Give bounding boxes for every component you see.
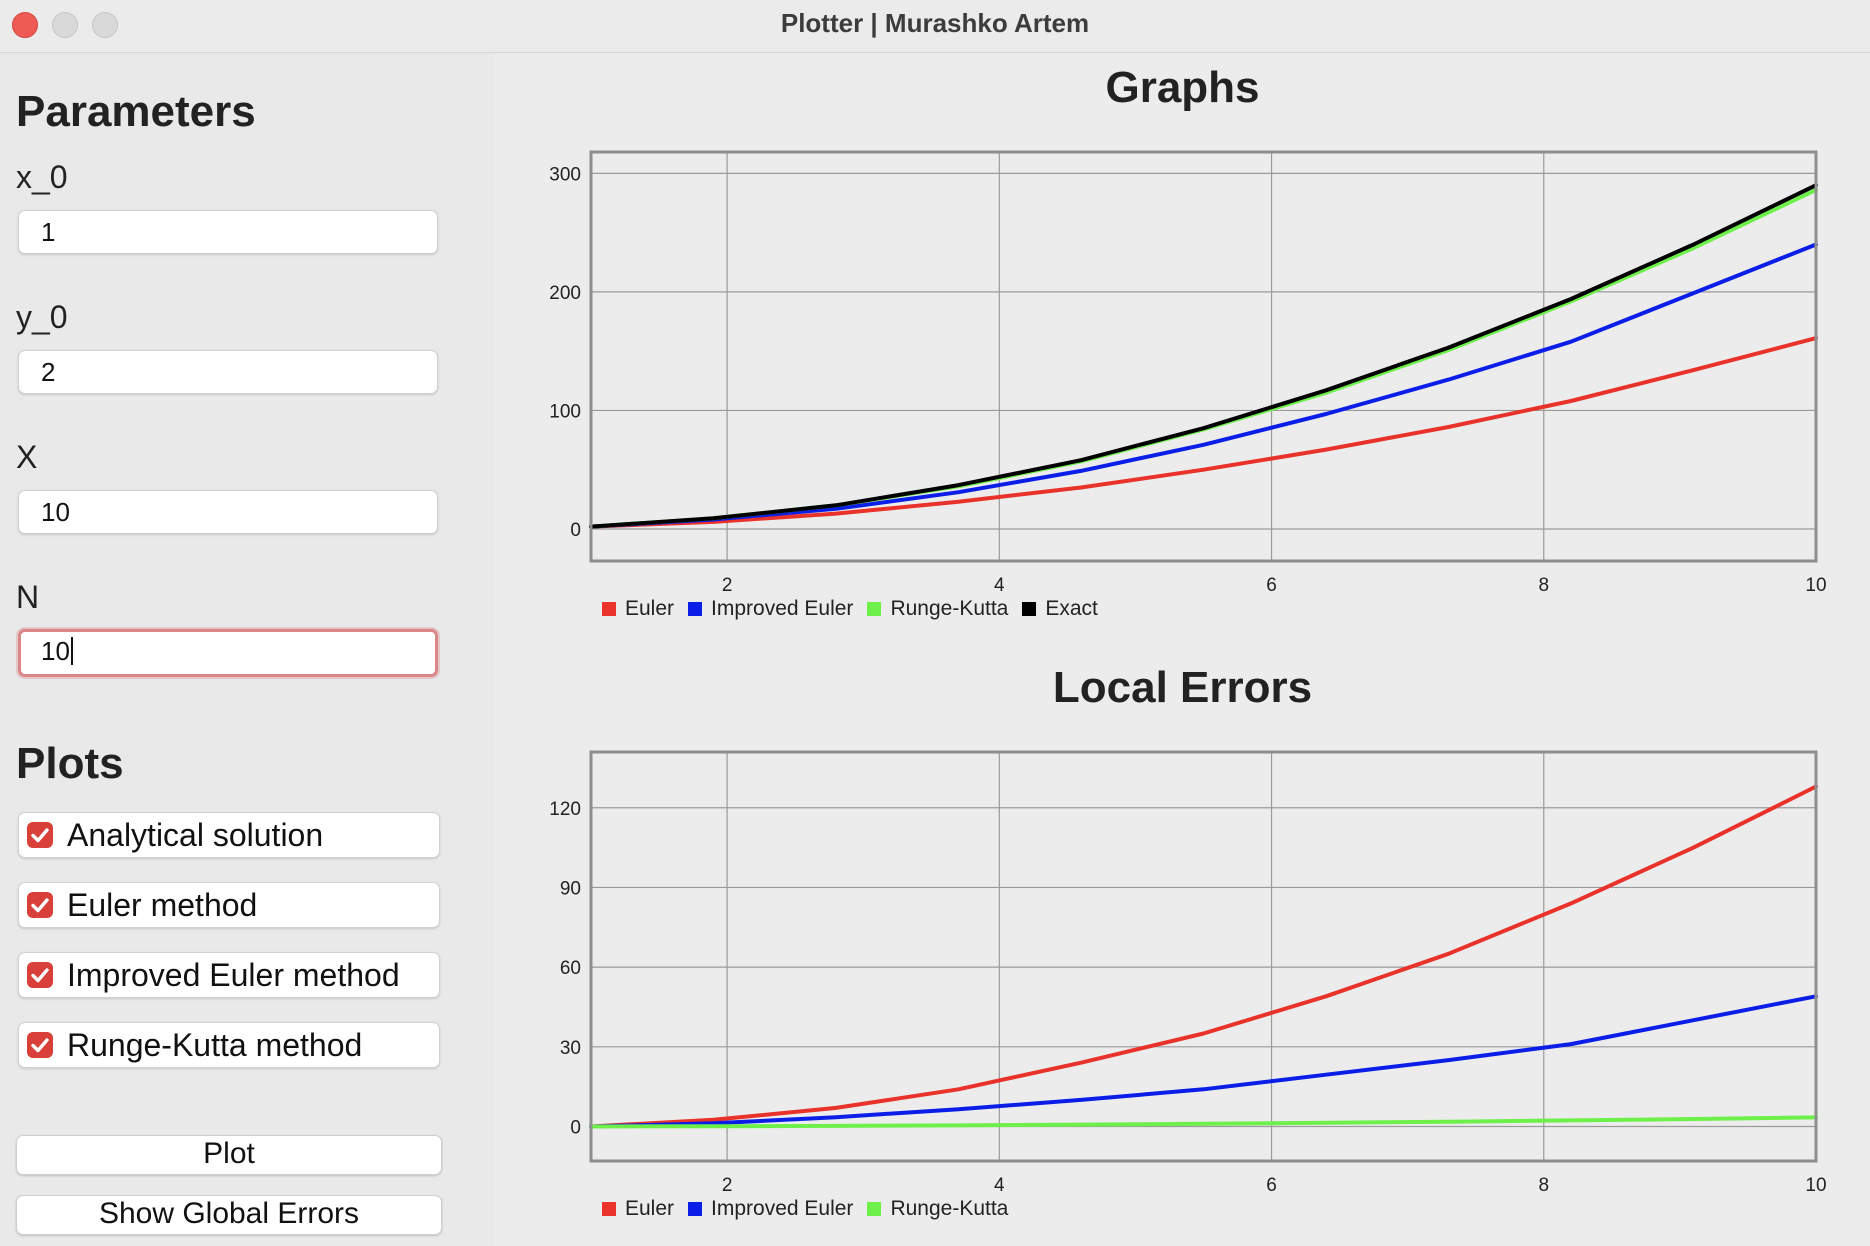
graphs-y-tick-label: 0 — [570, 520, 581, 541]
legend-swatch — [602, 602, 616, 616]
n-input-value: 10 — [41, 636, 70, 666]
legend-swatch — [688, 1202, 703, 1216]
graphs-plot-area — [591, 152, 1816, 561]
legend-swatch — [602, 1202, 616, 1216]
x0-input[interactable]: 1 — [18, 210, 438, 254]
local-errors-y-tick-label: 0 — [570, 1117, 581, 1138]
graphs-series-euler — [589, 336, 1818, 529]
plot-button[interactable]: Plot — [16, 1135, 442, 1175]
legend-label: Exact — [1045, 597, 1098, 620]
x0-label: x_0 — [16, 159, 68, 195]
local-errors-series-runge-kutta — [589, 1115, 1818, 1129]
checkbox-checked-icon — [27, 1032, 53, 1058]
graphs-plot-frame — [589, 150, 1818, 563]
local-errors-y-tick-label: 120 — [549, 799, 581, 820]
legend-label: Euler — [625, 1197, 675, 1220]
zoom-window-button[interactable] — [92, 12, 118, 38]
local-errors-x-tick-label: 4 — [994, 1175, 1005, 1196]
show-global-errors-button[interactable]: Show Global Errors — [16, 1195, 442, 1235]
n-label: N — [16, 579, 40, 615]
improved-euler-method-label: Improved Euler method — [67, 957, 400, 993]
local-errors-x-tick-label: 2 — [722, 1175, 733, 1196]
graphs-chart-title: Graphs — [1105, 63, 1260, 112]
graphs-series-exact — [589, 183, 1818, 529]
local-errors-chart-title: Local Errors — [1052, 663, 1313, 712]
n-input[interactable]: 10 — [18, 629, 438, 677]
legend-swatch — [867, 602, 882, 616]
graphs-x-tick-label: 4 — [994, 575, 1005, 596]
analytical-solution-checkbox[interactable]: Analytical solution — [18, 812, 440, 858]
graphs-legend-item-exact: Exact — [1022, 597, 1098, 621]
window-title: Plotter | Murashko Artem — [780, 8, 1090, 38]
local-errors-legend-item-euler: Euler — [602, 1197, 674, 1221]
analytical-solution-label: Analytical solution — [67, 817, 324, 853]
local-errors-legend-item-runge-kutta: Runge-Kutta — [867, 1197, 1008, 1221]
legend-swatch — [688, 602, 703, 616]
graphs-legend-item-runge-kutta: Runge-Kutta — [867, 597, 1008, 621]
graphs-x-tick-label: 8 — [1538, 575, 1549, 596]
local-errors-x-tick-label: 8 — [1538, 1175, 1549, 1196]
legend-label: Runge-Kutta — [890, 597, 1009, 620]
legend-label: Euler — [625, 597, 675, 620]
sidebar: Parameters x_0 1 y_0 2 X 10 N 10 Plots A… — [0, 53, 495, 1246]
graphs-x-tick-label: 10 — [1805, 575, 1826, 596]
legend-label: Improved Euler — [711, 597, 854, 620]
graphs-y-tick-label: 200 — [549, 283, 581, 304]
local-errors-legend: Euler Improved Euler Runge-Kutta — [602, 1197, 1022, 1221]
graphs-legend-item-euler: Euler — [602, 597, 674, 621]
checkbox-checked-icon — [27, 822, 53, 848]
x-end-label: X — [16, 439, 38, 475]
local-errors-x-tick-label: 10 — [1805, 1175, 1826, 1196]
euler-method-checkbox[interactable]: Euler method — [18, 882, 440, 928]
local-errors-plot-area — [591, 752, 1816, 1161]
title-bar: Plotter | Murashko Artem — [0, 0, 1870, 53]
graphs-x-tick-label: 6 — [1266, 575, 1277, 596]
local-errors-legend-item-improved-euler: Improved Euler — [688, 1197, 853, 1221]
text-caret — [70, 637, 73, 665]
legend-swatch — [867, 1202, 882, 1216]
parameters-heading: Parameters — [16, 87, 256, 136]
checkbox-checked-icon — [27, 962, 53, 988]
plots-heading: Plots — [16, 739, 124, 788]
local-errors-y-tick-label: 30 — [560, 1038, 581, 1059]
graphs-y-tick-label: 300 — [549, 164, 581, 185]
minimize-window-button[interactable] — [52, 12, 78, 38]
graphs-legend-item-improved-euler: Improved Euler — [688, 597, 853, 621]
graphs-legend: Euler Improved Euler Runge-Kutta Exact — [602, 597, 1112, 621]
graphs-series-improved-euler — [589, 242, 1818, 529]
local-errors-x-tick-label: 6 — [1266, 1175, 1277, 1196]
y0-label: y_0 — [16, 299, 68, 335]
local-errors-y-tick-label: 60 — [560, 958, 581, 979]
local-errors-series-euler — [589, 784, 1818, 1129]
runge-kutta-method-checkbox[interactable]: Runge-Kutta method — [18, 1022, 440, 1068]
x-end-input[interactable]: 10 — [18, 490, 438, 534]
legend-label: Improved Euler — [711, 1197, 854, 1220]
y0-input[interactable]: 2 — [18, 350, 438, 394]
local-errors-plot-frame — [589, 750, 1818, 1163]
improved-euler-method-checkbox[interactable]: Improved Euler method — [18, 952, 440, 998]
euler-method-label: Euler method — [67, 887, 258, 923]
runge-kutta-method-label: Runge-Kutta method — [67, 1027, 363, 1063]
local-errors-series-improved-euler — [589, 994, 1818, 1129]
graphs-x-tick-label: 2 — [722, 575, 733, 596]
graphs-y-tick-label: 100 — [549, 401, 581, 422]
close-window-button[interactable] — [12, 12, 38, 38]
legend-label: Runge-Kutta — [890, 1197, 1009, 1220]
local-errors-y-tick-label: 90 — [560, 878, 581, 899]
legend-swatch — [1022, 602, 1037, 616]
checkbox-checked-icon — [27, 892, 53, 918]
